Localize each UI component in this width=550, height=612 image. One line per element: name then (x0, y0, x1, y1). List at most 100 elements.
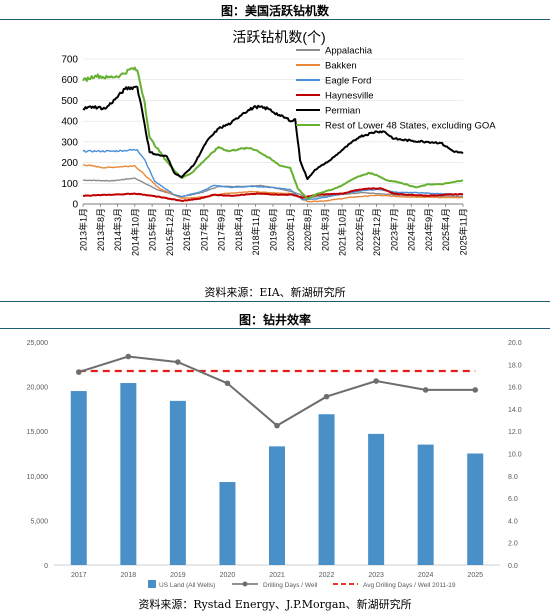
chart1-ytick-label: 200 (61, 158, 78, 169)
chart1-xtick-label: 2020年1月 (285, 208, 296, 251)
chart1-title: 活跃钻机数(个) (232, 29, 325, 45)
chart2-drilling-days-point (472, 387, 479, 393)
chart1-xtick-label: 2024年9月 (423, 208, 434, 251)
chart2-drilling-days-point (75, 369, 82, 375)
chart1-legend-label: Bakken (325, 61, 357, 72)
chart1-ytick-label: 500 (61, 96, 78, 107)
chart1-xtick-label: 2021年10月 (337, 208, 348, 256)
drilling-efficiency-chart: 0 5,000 10,000 15,000 20,000 25,000 0.0 2.0 4.0 6… (27, 340, 522, 589)
chart1-series-eagle-ford (82, 148, 464, 201)
chart2-bar (467, 453, 484, 565)
chart1-legend-label: Haynesville (325, 91, 374, 102)
chart2-drilling-days-point (274, 422, 280, 429)
chart2-left-ytick-label: 10,000 (27, 474, 49, 481)
chart2-legend-label: Avg Drilling Days / Well 2011-19 (363, 582, 456, 589)
chart1-legend-label: Eagle Ford (325, 76, 371, 87)
figure2-caption: 图：钻井效率 (238, 313, 311, 327)
chart2-xtick-label: 2021 (269, 572, 285, 579)
chart1-ytick-label: 0 (72, 200, 78, 211)
chart1-series-rest-of-lower-48-states-excluding-goa (82, 66, 464, 200)
chart2-xtick-label: 2023 (368, 572, 384, 579)
chart1-legend-label: Appalachia (325, 46, 373, 57)
chart2-bar (120, 383, 137, 565)
chart2-right-ytick-label: 18.0 (508, 362, 522, 369)
chart2-drilling-days-point (323, 393, 330, 400)
chart1-xtick-label: 2020年8月 (302, 208, 313, 251)
chart1-xtick-label: 2017年2月 (198, 208, 209, 251)
chart1-xtick-label: 2013年1月 (78, 208, 89, 251)
chart2-right-ytick-label: 2.0 (508, 541, 518, 548)
chart2-xtick-label: 2025 (467, 572, 483, 579)
chart1-legend-label: Rest of Lower 48 States, excluding GOA (325, 121, 496, 132)
chart1-xtick-label: 2016年7月 (181, 208, 192, 251)
chart2-left-ytick-label: 0 (44, 563, 48, 570)
chart2-bar (219, 482, 236, 565)
chart2-right-ytick-label: 12.0 (508, 429, 522, 436)
chart2-bar (318, 414, 335, 565)
chart1-xtick-label: 2022年12月 (371, 208, 382, 256)
chart1-xtick-label: 2018年11月 (250, 208, 261, 255)
chart2-right-ytick-label: 14.0 (508, 407, 522, 414)
chart1-xtick-label: 2013年8月 (95, 208, 106, 251)
figure1-caption: 图：美国活跃钻机数 (220, 4, 329, 18)
chart2-bar (269, 446, 285, 565)
chart1-xtick-label: 2015年12月 (164, 208, 175, 256)
chart2-right-ytick-label: 6.0 (508, 496, 518, 503)
chart2-legend-label: US Land (All Wells) (159, 582, 215, 589)
chart2-xtick-label: 2020 (220, 572, 236, 579)
chart2-right-ytick-label: 4.0 (508, 518, 518, 525)
chart2-xtick-label: 2024 (418, 572, 434, 579)
chart2-xtick-label: 2017 (71, 572, 87, 579)
chart1-xtick-label: 2019年6月 (268, 208, 279, 251)
chart2-bar (368, 433, 385, 565)
chart2-drilling-days-point (422, 387, 429, 393)
chart1-ytick-label: 300 (61, 137, 78, 148)
chart1-ytick-label: 600 (61, 75, 78, 86)
rig-count-chart: 活跃钻机数(个) 0 100 200 300 400 500 600 700 2013年1月 2… (61, 29, 496, 256)
chart2-drilling-days-point (224, 380, 231, 387)
chart2-left-ytick-label: 20,000 (27, 385, 49, 392)
chart2-right-ytick-label: 16.0 (508, 385, 522, 392)
chart2-left-ytick-label: 25,000 (27, 340, 49, 347)
chart1-xtick-label: 2015年5月 (147, 208, 158, 251)
chart2-right-ytick-label: 8.0 (508, 474, 518, 481)
chart2-bar (169, 400, 186, 565)
chart2-legend-swatch-marker (242, 581, 248, 587)
chart2-xtick-label: 2019 (170, 572, 186, 579)
chart2-bar (70, 391, 87, 565)
chart2-xtick-label: 2022 (319, 572, 335, 579)
chart2-xtick-label: 2018 (121, 572, 137, 579)
chart1-series-haynesville (82, 187, 464, 202)
chart1-ytick-label: 400 (61, 117, 78, 128)
figure1-top-rule (0, 19, 550, 20)
chart1-xtick-label: 2014年10月 (129, 208, 140, 256)
chart1-xtick-label: 2022年5月 (354, 208, 365, 251)
chart1-xtick-label: 2025年4月 (440, 208, 451, 251)
chart2-legend-swatch-bar (148, 580, 156, 588)
chart1-legend-label: Permian (325, 106, 360, 117)
figure1-source: 资料来源：EIA、新湖研究所 (204, 286, 346, 299)
figure2-top-rule (0, 328, 550, 329)
chart1-series-bakken (82, 163, 464, 203)
chart1-xtick-label: 2025年11月 (458, 208, 469, 255)
chart2-drilling-days-point (125, 353, 132, 360)
chart1-ytick-label: 100 (61, 179, 78, 190)
chart2-right-ytick-label: 20.0 (508, 340, 522, 347)
chart1-xtick-label: 2021年3月 (319, 208, 330, 251)
figure2-source: 资料来源：Rystad Energy、J.P.Morgan、新湖研究所 (138, 598, 412, 611)
chart1-xtick-label: 2017年9月 (216, 208, 227, 251)
chart2-bar (417, 444, 434, 565)
chart2-drilling-days-point (373, 378, 379, 384)
chart2-drilling-days-point (175, 359, 181, 365)
chart1-xtick-label: 2014年3月 (112, 208, 123, 251)
chart2-legend-label: Drilling Days / Well (263, 582, 318, 589)
chart1-xtick-label: 2023年7月 (388, 208, 399, 251)
chart2-right-ytick-label: 10.0 (508, 452, 522, 459)
chart2-right-ytick-label: 0.0 (508, 563, 518, 570)
figure1-bottom-rule (0, 301, 550, 302)
chart1-series-permian (82, 85, 464, 181)
chart2-left-ytick-label: 15,000 (27, 429, 49, 436)
chart1-xtick-label: 2018年4月 (233, 208, 244, 251)
chart2-drilling-days-line (78, 355, 476, 427)
chart1-ytick-label: 700 (61, 55, 78, 66)
